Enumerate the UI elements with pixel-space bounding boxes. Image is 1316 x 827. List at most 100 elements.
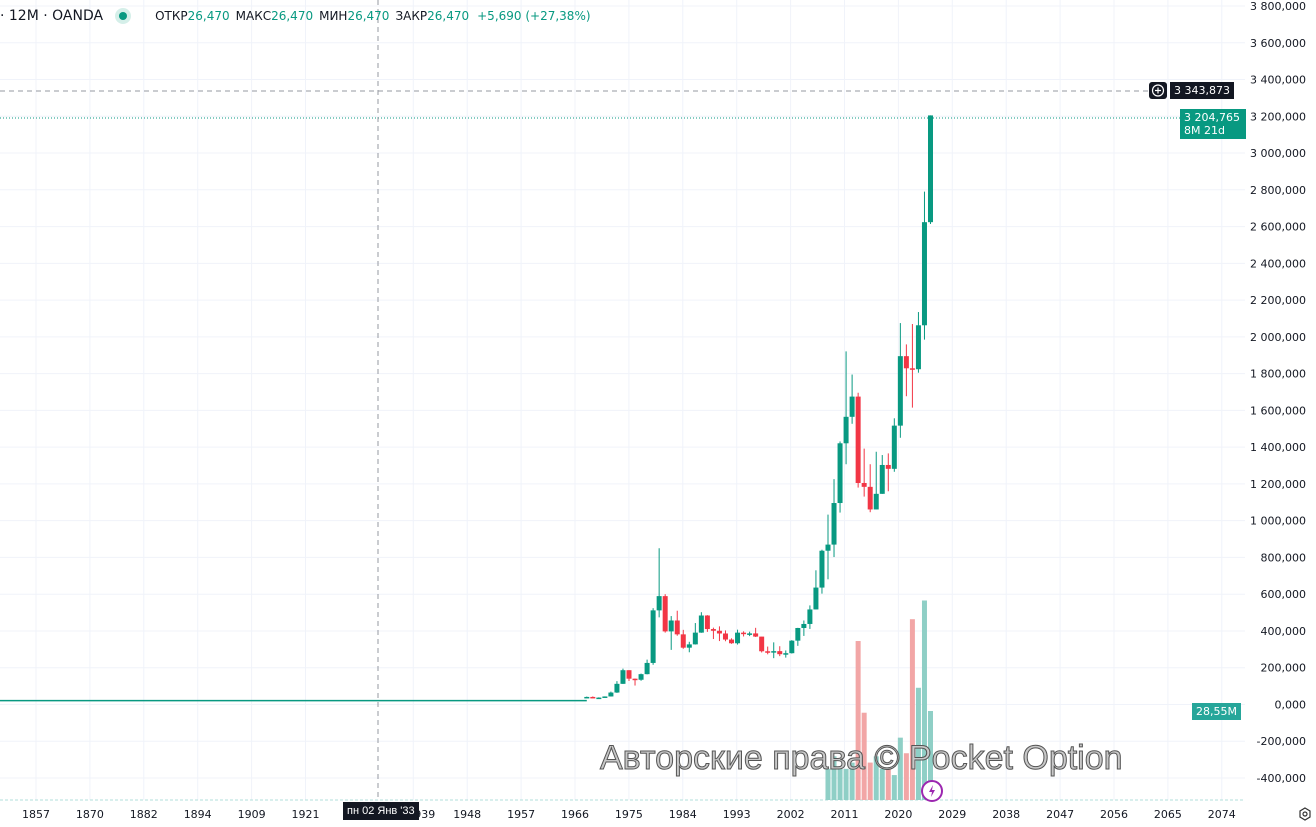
market-status-icon: [119, 12, 128, 20]
candle-body: [861, 482, 867, 487]
candle-body: [837, 443, 843, 504]
candle-body: [741, 632, 747, 635]
candle-body: [753, 633, 759, 637]
candle-body: [698, 615, 704, 633]
price-tick-label: 2 800,000: [1250, 184, 1306, 197]
symbol-title[interactable]: · 12M · OANDA: [0, 8, 104, 24]
candle-body: [867, 486, 873, 510]
lightning-icon[interactable]: [921, 780, 943, 802]
candle-body: [662, 596, 668, 632]
candle-body: [759, 636, 765, 652]
time-tick-label: 1894: [184, 808, 212, 821]
bar-countdown: 8M 21d: [1184, 124, 1225, 137]
candle-body: [777, 651, 783, 655]
time-tick-label: 1909: [238, 808, 266, 821]
candle-body: [668, 620, 674, 632]
candle-body: [879, 464, 885, 494]
time-tick-label: 1882: [130, 808, 158, 821]
price-tick-label: 2 400,000: [1250, 257, 1306, 270]
close-value: 26,470: [427, 9, 470, 23]
candle-body: [710, 629, 716, 631]
candle-body: [921, 222, 927, 326]
price-tick-label: 400,000: [1261, 625, 1307, 638]
candle-body: [873, 493, 879, 510]
price-tick-label: 3 200,000: [1250, 110, 1306, 123]
time-tick-label: 1948: [453, 808, 481, 821]
candle-body: [656, 596, 662, 611]
candle-body: [819, 550, 825, 588]
candle-body: [674, 620, 680, 635]
price-tick-label: 1 200,000: [1250, 478, 1306, 491]
time-tick-label: 2038: [992, 808, 1020, 821]
candle-body: [885, 464, 891, 469]
volume-bar: [903, 753, 909, 800]
time-tick-label: 1966: [561, 808, 589, 821]
price-tick-label: 3 600,000: [1250, 37, 1306, 50]
volume-bar: [928, 711, 933, 800]
candle-body: [813, 587, 819, 610]
high-value: 26,470: [271, 9, 314, 23]
candle-body: [722, 633, 728, 640]
candle-body: [807, 609, 813, 624]
price-tick-label: 1 600,000: [1250, 404, 1306, 417]
price-tick-label: 3 400,000: [1250, 74, 1306, 87]
candle-body: [692, 632, 698, 645]
last-price-value: 3 204,765: [1184, 111, 1240, 124]
time-tick-label: 2020: [884, 808, 912, 821]
volume-bar: [867, 762, 873, 800]
volume-bar: [915, 687, 921, 800]
candle-body: [915, 325, 921, 370]
candle-body: [928, 115, 933, 223]
candle-body: [771, 651, 777, 653]
add-alert-plus-icon[interactable]: [1149, 82, 1167, 99]
volume-tag: 28,55M: [1192, 703, 1241, 720]
price-tick-label: 2 000,000: [1250, 331, 1306, 344]
time-tick-label: 1870: [76, 808, 104, 821]
volume-bar: [879, 768, 885, 800]
volume-bar: [843, 768, 849, 800]
price-tick-label: 2 600,000: [1250, 221, 1306, 234]
candle-body: [891, 425, 897, 469]
price-tick-label: 600,000: [1261, 588, 1307, 601]
copyright-watermark: Авторские права © Pocket Option: [600, 739, 1124, 778]
volume-bar: [885, 768, 891, 800]
price-tick-label: -200,000: [1257, 735, 1306, 748]
candle-body: [735, 632, 741, 644]
volume-bar: [897, 737, 903, 800]
volume-bar: [921, 600, 927, 800]
high-label: МАКС: [235, 9, 272, 23]
volume-bar: [861, 712, 867, 800]
candle-body: [789, 640, 795, 654]
candle-body: [729, 639, 735, 644]
price-tick-label: 800,000: [1261, 551, 1307, 564]
candle-body: [897, 356, 903, 426]
candle-body: [795, 627, 801, 641]
volume-bar: [831, 756, 837, 800]
candle-body: [596, 697, 602, 700]
candle-body: [590, 696, 596, 699]
candle-body: [614, 683, 620, 693]
candle-body: [843, 416, 849, 444]
symbol-legend: · 12M · OANDA ОТКР 26,470 МАКС 26,470 МИН 2…: [0, 8, 591, 24]
candle-body: [849, 396, 855, 417]
price-tick-label: 200,000: [1261, 662, 1307, 675]
candle-body: [620, 670, 626, 684]
settings-icon[interactable]: [1298, 806, 1312, 821]
candle-body: [903, 356, 909, 369]
time-tick-label: 2011: [831, 808, 859, 821]
volume-bar: [849, 762, 855, 800]
volume-bar: [909, 619, 915, 800]
candle-body: [783, 653, 789, 655]
time-tick-label: 1975: [615, 808, 643, 821]
change-value: +5,690 (+27,38%): [477, 9, 591, 23]
time-tick-label: 1921: [292, 808, 320, 821]
volume-bar: [837, 768, 843, 800]
price-tick-label: 3 800,000: [1250, 0, 1306, 13]
candle-body: [825, 544, 831, 551]
candle-body: [638, 674, 644, 680]
candle-body: [632, 678, 638, 681]
candle-body: [716, 630, 722, 634]
candle-body: [626, 670, 632, 679]
candle-body: [704, 615, 710, 630]
